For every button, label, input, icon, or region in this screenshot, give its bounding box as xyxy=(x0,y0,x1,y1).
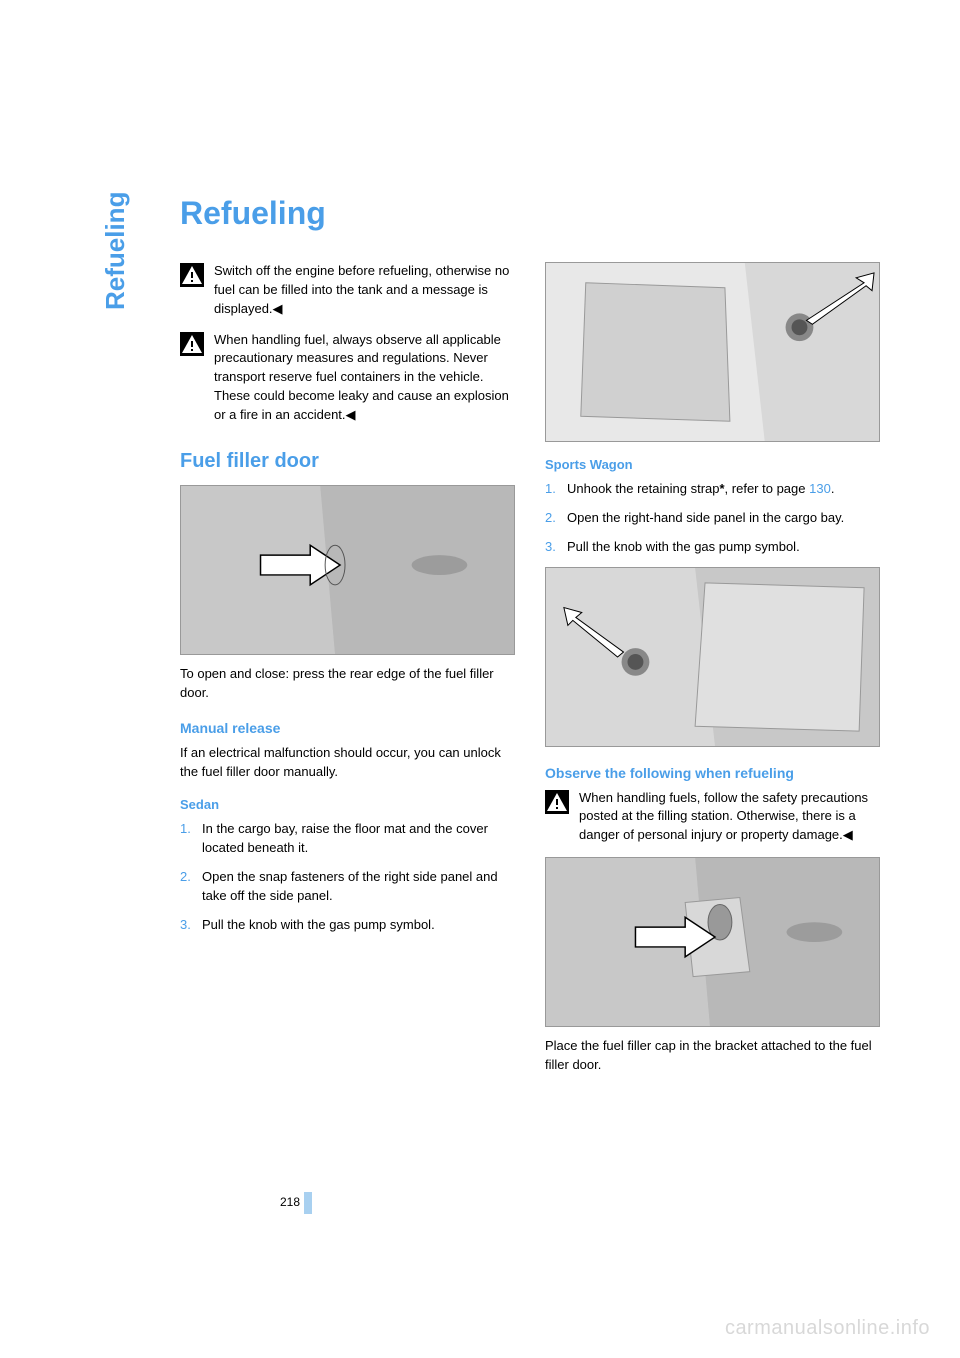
list-number: 1. xyxy=(180,820,191,839)
watermark: carmanualsonline.info xyxy=(725,1317,930,1340)
left-column: Switch off the engine before refueling, … xyxy=(180,262,515,1083)
subsection-heading: Observe the following when refueling xyxy=(545,765,880,781)
page-number-bar xyxy=(304,1192,312,1214)
warning-block: When handling fuel, always observe all a… xyxy=(180,331,515,425)
wagon-steps-list: 1. Unhook the retaining strap*, refer to … xyxy=(545,480,880,557)
figure-fuel-door xyxy=(180,485,515,655)
page-number: 218 xyxy=(280,1195,300,1209)
subsection-heading: Sedan xyxy=(180,797,515,812)
list-text: Open the snap fasteners of the right sid… xyxy=(202,869,498,903)
figure-caption: Place the fuel filler cap in the bracket… xyxy=(545,1037,880,1075)
page-content: Refueling Switch off the engine before r… xyxy=(180,195,880,1083)
warning-icon xyxy=(545,790,569,814)
right-column: Sports Wagon 1. Unhook the retaining stra… xyxy=(545,262,880,1083)
list-item: 2. Open the snap fasteners of the right s… xyxy=(180,868,515,906)
list-text: Pull the knob with the gas pump symbol. xyxy=(567,539,800,554)
page-title: Refueling xyxy=(180,195,880,232)
figure-sedan-release xyxy=(545,262,880,442)
warning-text: When handling fuel, always observe all a… xyxy=(214,331,515,425)
warning-block: When handling fuels, follow the safety p… xyxy=(545,789,880,846)
list-number: 2. xyxy=(180,868,191,887)
list-item: 3. Pull the knob with the gas pump symbol… xyxy=(180,916,515,935)
warning-block: Switch off the engine before refueling, … xyxy=(180,262,515,319)
list-item: 1. Unhook the retaining strap*, refer to … xyxy=(545,480,880,499)
warning-text: Switch off the engine before refueling, … xyxy=(214,262,515,319)
list-text: Open the right-hand side panel in the ca… xyxy=(567,510,844,525)
list-text: Unhook the retaining strap*, refer to pa… xyxy=(567,481,834,496)
figure-fuel-cap xyxy=(545,857,880,1027)
warning-icon xyxy=(180,263,204,287)
body-text: If an electrical malfunction should occu… xyxy=(180,744,515,782)
sedan-steps-list: 1. In the cargo bay, raise the floor mat … xyxy=(180,820,515,934)
subsection-heading: Sports Wagon xyxy=(545,457,880,472)
list-number: 3. xyxy=(545,538,556,557)
figure-caption: To open and close: press the rear edge o… xyxy=(180,665,515,703)
list-number: 3. xyxy=(180,916,191,935)
section-heading: Fuel filler door xyxy=(180,450,515,473)
list-number: 2. xyxy=(545,509,556,528)
list-item: 1. In the cargo bay, raise the floor mat … xyxy=(180,820,515,858)
figure-wagon-release xyxy=(545,567,880,747)
list-text: Pull the knob with the gas pump symbol. xyxy=(202,917,435,932)
list-text: In the cargo bay, raise the floor mat an… xyxy=(202,821,488,855)
warning-text: When handling fuels, follow the safety p… xyxy=(579,789,880,846)
list-item: 2. Open the right-hand side panel in the … xyxy=(545,509,880,528)
two-column-layout: Switch off the engine before refueling, … xyxy=(180,262,880,1083)
page-link[interactable]: 130 xyxy=(809,481,831,496)
list-item: 3. Pull the knob with the gas pump symbol… xyxy=(545,538,880,557)
list-number: 1. xyxy=(545,480,556,499)
warning-icon xyxy=(180,332,204,356)
sidebar-section-title: Refueling xyxy=(100,192,131,310)
subsection-heading: Manual release xyxy=(180,720,515,736)
